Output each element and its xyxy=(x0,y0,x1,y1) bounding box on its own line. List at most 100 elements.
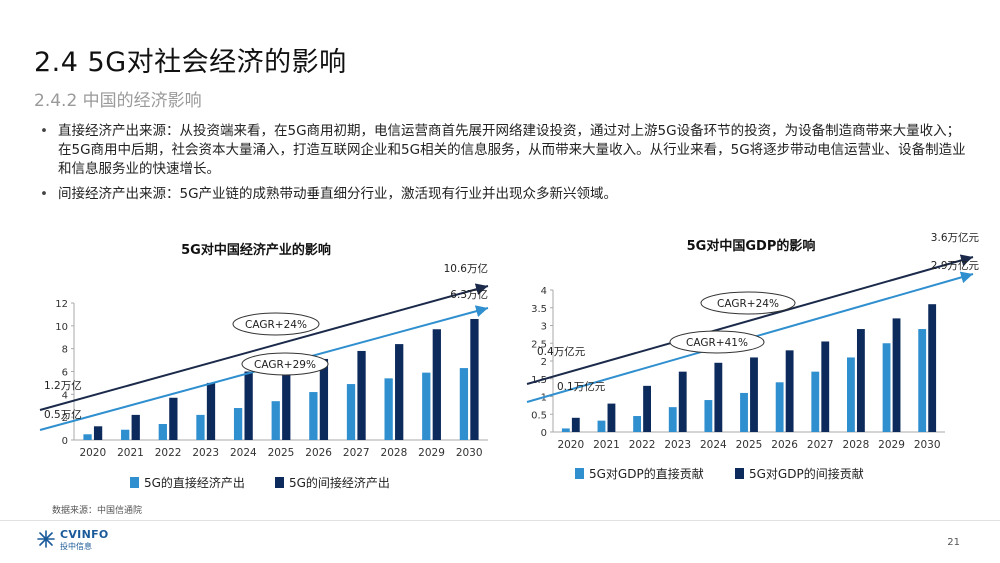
bar-direct xyxy=(811,371,820,432)
y-tick-label: 3.5 xyxy=(531,304,547,315)
page-number: 21 xyxy=(947,537,960,548)
bar-indirect xyxy=(856,329,865,432)
bullet-indirect: 间接经济产出来源：5G产业链的成熟带动垂直细分行业，激活现有行业并出现众多新兴领… xyxy=(40,185,973,204)
value-annotation: 0.5万亿 xyxy=(44,408,82,421)
bar-indirect xyxy=(714,362,723,432)
bullet-direct: 直接经济产出来源：从投资端来看，在5G商用初期，电信运营商首先展开网络建设投资，… xyxy=(40,122,973,179)
gdp-impact-chart-svg: 5G对中国GDP的影响00.511.522.533.54202020212022… xyxy=(526,231,980,481)
bar-direct xyxy=(83,434,92,440)
logo-text: CVINFO xyxy=(60,528,109,541)
page-title: 2.4 5G对社会经济的影响 xyxy=(34,47,347,78)
bar-direct xyxy=(384,378,393,440)
trend-arrow-indirect xyxy=(526,254,974,385)
industry-impact-chart: 5G对中国经济产业的影响 0 2 4 6 8 10 12 2020 2021 2022 2023 202… xyxy=(30,232,500,504)
data-source: 数据来源：中国信通院 xyxy=(52,506,143,516)
legend-swatch xyxy=(130,477,139,488)
bar-indirect xyxy=(93,426,103,440)
bar-direct xyxy=(882,343,891,432)
bar-indirect xyxy=(821,341,830,432)
bar-indirect xyxy=(470,318,479,440)
bar-direct xyxy=(740,392,748,432)
x-tick-label: 2022 xyxy=(155,447,182,459)
legend-label: 5G的直接经济产出 xyxy=(144,475,245,490)
y-tick-label: 2 xyxy=(62,413,68,424)
x-tick-label: 2021 xyxy=(117,447,144,459)
value-annotation: 0.1万亿元 xyxy=(557,380,606,393)
bar-direct xyxy=(271,401,280,440)
bar-direct xyxy=(668,407,677,432)
bar-indirect xyxy=(395,344,404,440)
trend-arrow-indirect xyxy=(39,283,489,411)
legend-label: 5G的间接经济产出 xyxy=(289,475,390,490)
x-tick-label: 2028 xyxy=(843,439,870,451)
bar-indirect xyxy=(643,385,651,432)
bar-direct xyxy=(704,400,713,432)
value-annotation: 3.6万亿元 xyxy=(931,231,980,244)
value-annotation: 2.9万亿元 xyxy=(931,259,980,272)
value-annotation: 1.2万亿 xyxy=(44,379,82,392)
bar-indirect xyxy=(131,414,140,440)
bar-indirect xyxy=(678,371,687,432)
bar-direct xyxy=(597,420,606,432)
x-tick-label: 2027 xyxy=(343,447,370,459)
cagr-label: CAGR+29% xyxy=(254,359,316,371)
x-tick-label: 2020 xyxy=(557,439,584,451)
bar-direct xyxy=(422,372,431,440)
y-tick-label: 10 xyxy=(55,322,68,333)
x-tick-label: 2026 xyxy=(305,447,332,459)
x-tick-label: 2030 xyxy=(456,447,483,459)
bullet-list: 直接经济产出来源：从投资端来看，在5G商用初期，电信运营商首先展开网络建设投资，… xyxy=(40,122,973,210)
y-tick-label: 0 xyxy=(541,428,547,439)
legend-swatch xyxy=(735,468,744,479)
bar-direct xyxy=(918,329,927,432)
bar-indirect xyxy=(244,371,253,440)
chart-title: 5G对中国GDP的影响 xyxy=(687,238,816,254)
bar-indirect xyxy=(319,358,329,440)
value-annotation: 10.6万亿 xyxy=(444,262,488,275)
bar-direct xyxy=(459,368,469,440)
bar-direct xyxy=(847,357,855,432)
bar-indirect xyxy=(282,361,291,440)
bar-direct xyxy=(121,429,130,440)
value-annotation: 0.4万亿元 xyxy=(537,345,586,358)
bar-indirect xyxy=(785,350,794,432)
bar-indirect xyxy=(892,318,901,432)
y-tick-label: 2 xyxy=(541,357,547,368)
x-tick-label: 2026 xyxy=(771,439,798,451)
x-tick-label: 2022 xyxy=(629,439,656,451)
bar-indirect xyxy=(928,304,937,432)
x-tick-label: 2024 xyxy=(700,439,727,451)
logo-subtext: 投中信息 xyxy=(60,542,92,551)
logo-burst-icon xyxy=(37,530,55,548)
bar-direct xyxy=(309,392,318,440)
chart-title: 5G对中国经济产业的影响 xyxy=(181,242,331,258)
x-tick-label: 2023 xyxy=(664,439,691,451)
x-tick-label: 2025 xyxy=(736,439,763,451)
y-tick-label: 0.5 xyxy=(531,410,547,421)
bar-indirect xyxy=(357,350,366,440)
y-tick-label: 8 xyxy=(62,345,68,356)
x-tick-label: 2021 xyxy=(593,439,620,451)
y-tick-label: 4 xyxy=(62,390,68,401)
bar-direct xyxy=(233,408,243,440)
bar-direct xyxy=(196,414,205,440)
x-tick-label: 2024 xyxy=(230,447,257,459)
cagr-label: CAGR+24% xyxy=(245,319,307,331)
legend-swatch xyxy=(575,468,584,479)
legend-label: 5G对GDP的间接贡献 xyxy=(749,466,864,481)
bar-indirect xyxy=(571,417,580,432)
cagr-oval xyxy=(700,291,796,315)
value-annotation: 6.3万亿 xyxy=(450,288,488,301)
bar-indirect xyxy=(169,397,178,440)
bar-direct xyxy=(633,416,642,432)
cagr-oval xyxy=(232,312,320,336)
bar-indirect xyxy=(432,329,441,440)
x-tick-label: 2029 xyxy=(418,447,445,459)
legend-label: 5G对GDP的直接贡献 xyxy=(589,466,704,481)
bar-direct xyxy=(775,382,784,432)
y-tick-label: 2.5 xyxy=(531,339,547,350)
footer-divider xyxy=(0,520,1000,521)
y-tick-label: 0 xyxy=(62,436,68,447)
cagr-label: CAGR+24% xyxy=(717,298,779,310)
y-tick-label: 6 xyxy=(62,368,68,379)
